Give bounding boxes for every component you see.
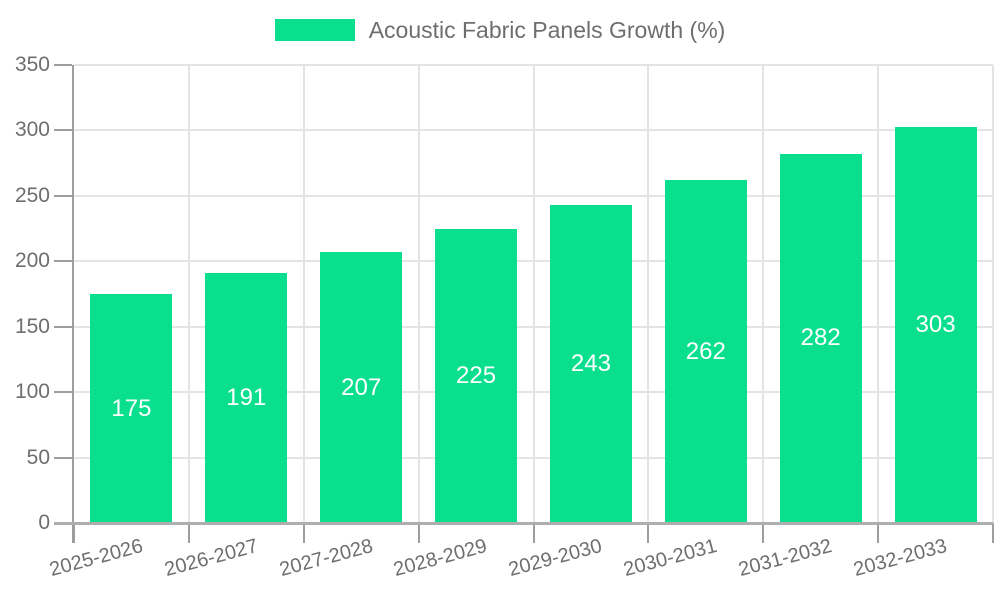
x-tick-label: 2032-2033 [851,535,950,582]
y-tick-mark [54,64,72,66]
x-tick-label: 2029-2030 [506,535,605,582]
bar-2029-2030[interactable]: 243 [549,205,632,523]
gridline-vertical [187,65,190,523]
y-tick-mark [54,194,72,197]
gridline-vertical [877,65,880,523]
x-tick-mark [302,523,305,543]
y-tick-label: 100 [14,380,50,404]
y-tick-mark [54,391,72,394]
legend-swatch-icon [274,19,355,41]
bar-value-label: 262 [685,337,726,365]
y-tick-mark [54,260,72,263]
x-tick-mark [877,523,880,543]
gridline-vertical [302,65,305,523]
bar-2032-2033[interactable]: 303 [894,126,977,523]
x-tick-mark [762,523,765,543]
x-tick-label: 2025-2026 [47,535,146,582]
gridline-vertical [647,65,650,523]
bar-2031-2032[interactable]: 282 [779,153,862,523]
y-tick-mark [54,325,72,328]
y-tick-label: 300 [14,118,50,142]
x-tick-label: 2031-2032 [736,535,835,582]
y-tick-mark [54,129,72,132]
y-tick-label: 200 [14,249,50,273]
x-tick-mark [647,523,650,543]
x-tick-mark [992,523,994,543]
legend[interactable]: Acoustic Fabric Panels Growth (%) [0,17,1000,43]
gridline-vertical [417,65,420,523]
y-tick-label: 150 [14,314,50,338]
gridline-vertical [762,65,765,523]
y-tick-label: 350 [14,53,50,76]
bar-2028-2029[interactable]: 225 [435,228,518,523]
bar-2026-2027[interactable]: 191 [205,273,288,523]
gridline-vertical [532,65,535,523]
gridline-vertical [992,65,994,523]
y-axis-line [72,65,74,543]
bar-value-label: 225 [456,361,497,389]
bar-value-label: 175 [111,394,152,422]
x-tick-mark [532,523,535,543]
y-tick-label: 50 [26,445,50,469]
bar-2025-2026[interactable]: 175 [90,294,173,523]
x-tick-label: 2030-2031 [621,535,720,582]
bar-value-label: 191 [226,384,267,412]
x-tick-mark [417,523,420,543]
x-axis-line [54,522,993,525]
bar-value-label: 303 [915,310,956,338]
y-tick-label: 0 [38,511,50,534]
y-tick-label: 250 [14,183,50,207]
x-tick-mark [73,523,75,543]
bar-2030-2031[interactable]: 262 [664,180,747,523]
bar-value-label: 243 [570,350,611,378]
plot-area: 175 191 207 225 243 262 282 303 [74,64,994,523]
x-tick-label: 2026-2027 [161,535,261,582]
x-tick-mark [187,523,190,543]
bar-value-label: 282 [800,324,841,352]
x-tick-label: 2028-2029 [391,535,490,582]
bar-value-label: 207 [341,373,382,401]
x-tick-label: 2027-2028 [276,535,375,582]
bar-2027-2028[interactable]: 207 [320,252,403,523]
legend-label: Acoustic Fabric Panels Growth (%) [368,17,726,43]
y-tick-mark [54,456,72,459]
